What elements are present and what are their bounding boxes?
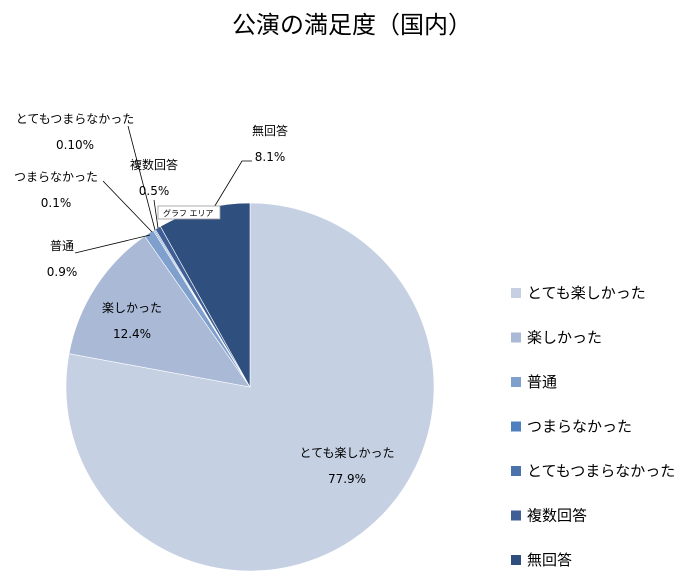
data-label-boring-value: 0.1% <box>41 196 72 210</box>
leader-line-multiple-answers <box>153 199 159 229</box>
legend-swatch-very-enjoyed <box>511 288 521 298</box>
data-label-enjoyed-category: 楽しかった <box>102 301 162 315</box>
leader-line-boring <box>102 180 153 233</box>
data-label-very-enjoyed-value: 77.9% <box>328 472 366 486</box>
data-label-very-enjoyed-category: とても楽しかった <box>299 446 394 460</box>
data-label-no-answer-value: 8.1% <box>255 150 286 164</box>
legend-label-boring: つまらなかった <box>527 418 632 436</box>
data-label-average-value: 0.9% <box>47 265 78 279</box>
legend-label-enjoyed: 楽しかった <box>527 329 602 347</box>
slice-enjoyed[interactable] <box>68 235 251 388</box>
data-label-very-boring-value: 0.10% <box>56 138 94 152</box>
chart-title: 公演の満足度（国内） <box>232 11 472 39</box>
legend-label-no-answer: 無回答 <box>527 551 572 569</box>
chart-area-tooltip: グラフ エリア <box>157 205 221 220</box>
tooltip-box <box>157 205 221 220</box>
data-label-multiple-answers-category: 複数回答 <box>130 157 178 172</box>
data-label-enjoyed-value: 12.4% <box>113 327 151 341</box>
data-label-average-category: 普通 <box>50 239 74 253</box>
legend-swatch-average <box>511 377 521 387</box>
legend-label-very-boring: とてもつまらなかった <box>527 462 675 480</box>
tooltip-text: グラフ エリア <box>163 208 214 218</box>
legend-swatch-boring <box>511 421 521 432</box>
legend-label-average: 普通 <box>527 373 557 391</box>
legend-swatch-enjoyed <box>511 332 521 343</box>
data-label-no-answer-category: 無回答 <box>252 123 288 138</box>
leader-line-average <box>74 234 151 254</box>
data-label-very-boring-category: とてもつまらなかった <box>16 112 135 126</box>
legend-swatch-multiple-answers <box>511 510 521 521</box>
legend-label-very-enjoyed: とても楽しかった <box>527 284 646 302</box>
slice-very-enjoyed[interactable] <box>65 202 435 572</box>
data-label-boring-category: つまらなかった <box>14 170 98 184</box>
data-label-multiple-answers-value: 0.5% <box>139 184 170 198</box>
leader-line-very-boring <box>127 125 156 231</box>
leader-line-no-answer <box>212 160 252 210</box>
legend-swatch-very-boring <box>511 466 521 476</box>
legend-label-multiple-answers: 複数回答 <box>527 507 587 525</box>
legend-swatch-no-answer <box>511 555 521 565</box>
